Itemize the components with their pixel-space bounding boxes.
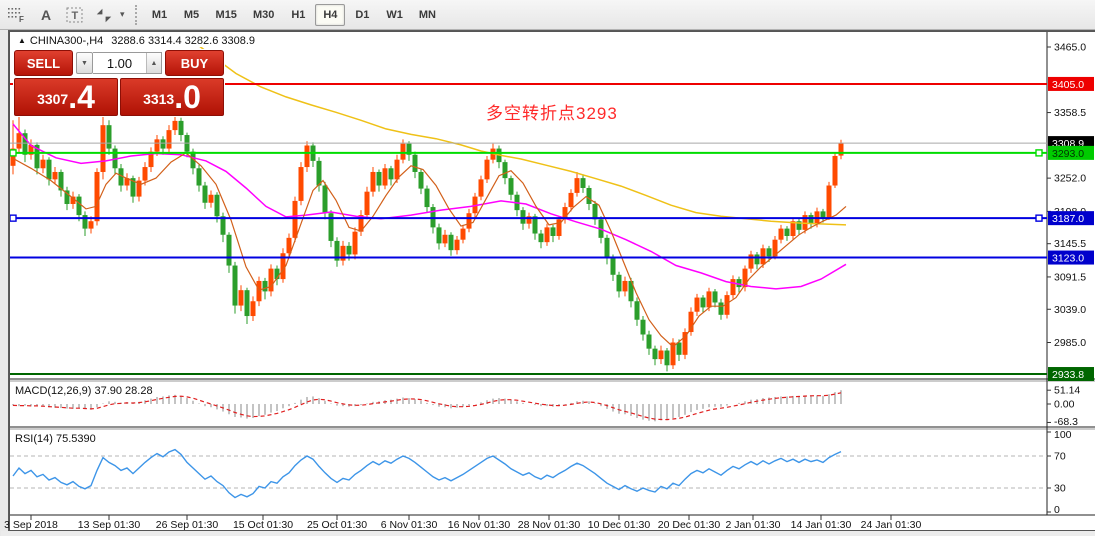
- svg-text:3091.5: 3091.5: [1054, 271, 1086, 283]
- symbol-ohlc: 3288.6 3314.4 3282.6 3308.9: [111, 35, 256, 47]
- svg-text:F: F: [19, 15, 24, 24]
- one-click-trade-panel: SELL ▼ 1.00 ▲ BUY 3307.4 3313.0: [13, 49, 225, 117]
- volume-stepper: ▼ 1.00 ▲: [73, 50, 165, 76]
- ask-price-box[interactable]: 3313.0: [120, 78, 224, 116]
- sell-button[interactable]: SELL: [14, 50, 73, 76]
- svg-text:-68.3: -68.3: [1054, 416, 1078, 428]
- bid-big: .4: [68, 79, 95, 115]
- svg-text:15 Oct 01:30: 15 Oct 01:30: [233, 519, 293, 531]
- ask-main: 3313: [143, 91, 175, 107]
- svg-text:14 Jan 01:30: 14 Jan 01:30: [791, 519, 852, 531]
- svg-text:3039.0: 3039.0: [1054, 304, 1086, 316]
- ma-slow-yellow: [185, 35, 847, 226]
- ma-fast-orange: [12, 152, 847, 348]
- bid-price-box[interactable]: 3307.4: [14, 78, 118, 116]
- objects-dropdown-icon[interactable]: ▾: [120, 9, 125, 19]
- symbol-name: CHINA300-,H4: [29, 35, 104, 47]
- label-a-icon[interactable]: A: [40, 6, 52, 23]
- svg-text:T: T: [72, 10, 79, 22]
- toolbar-grip[interactable]: [134, 4, 137, 25]
- svg-text:70: 70: [1054, 451, 1066, 463]
- svg-text:2 Jan 01:30: 2 Jan 01:30: [726, 519, 781, 531]
- svg-text:3187.0: 3187.0: [1052, 213, 1084, 225]
- tf-w1[interactable]: W1: [386, 8, 403, 21]
- svg-text:3465.0: 3465.0: [1054, 42, 1086, 54]
- svg-text:100: 100: [1054, 429, 1072, 441]
- svg-text:25 Oct 01:30: 25 Oct 01:30: [307, 519, 367, 531]
- tf-m30[interactable]: M30: [252, 8, 275, 21]
- toolbar: F A T ▾ M1 M5 M15 M30 H1 H4 D1 W1 MN: [0, 0, 1095, 30]
- svg-text:16 Nov 01:30: 16 Nov 01:30: [448, 519, 511, 531]
- tf-m15[interactable]: M15: [215, 8, 237, 21]
- panel-borders: [1, 31, 1095, 536]
- buy-button[interactable]: BUY: [165, 50, 224, 76]
- svg-text:0.00: 0.00: [1054, 399, 1075, 411]
- rsi-label: RSI(14) 75.5390: [15, 433, 96, 445]
- ask-big: .0: [174, 79, 201, 115]
- svg-text:6 Nov 01:30: 6 Nov 01:30: [381, 519, 438, 531]
- svg-text:3405.0: 3405.0: [1052, 79, 1084, 91]
- rsi-pane: 100 70 30 0: [10, 429, 1072, 516]
- svg-text:2985.0: 2985.0: [1054, 337, 1086, 349]
- tf-h1[interactable]: H1: [291, 8, 306, 21]
- svg-text:3145.5: 3145.5: [1054, 238, 1086, 250]
- svg-text:20 Dec 01:30: 20 Dec 01:30: [658, 519, 721, 531]
- volume-input[interactable]: 1.00 ▲: [93, 52, 162, 74]
- svg-text:3123.0: 3123.0: [1052, 253, 1084, 265]
- tf-mn[interactable]: MN: [418, 8, 436, 21]
- chart-window: 3465.03358.53252.03198.03145.53091.53039…: [1, 30, 1095, 536]
- svg-text:30: 30: [1054, 483, 1066, 495]
- text-box-icon[interactable]: T: [62, 3, 88, 27]
- tf-d1[interactable]: D1: [355, 8, 370, 21]
- ma-mid-magenta: [12, 123, 847, 290]
- objects-arrow-icon[interactable]: [91, 3, 117, 27]
- volume-decrease-icon[interactable]: ▼: [76, 52, 93, 74]
- macd-pane: 51.14 0.00 -68.3: [12, 385, 1080, 428]
- svg-text:51.14: 51.14: [1054, 385, 1080, 397]
- svg-text:3 Sep 2018: 3 Sep 2018: [4, 519, 58, 531]
- svg-text:26 Sep 01:30: 26 Sep 01:30: [156, 519, 219, 531]
- tf-h4[interactable]: H4: [315, 3, 346, 26]
- tf-m5[interactable]: M5: [183, 8, 200, 21]
- svg-text:0: 0: [1054, 504, 1060, 516]
- symbol-header[interactable]: ▲ CHINA300-,H4 3288.6 3314.4 3282.6 3308.9: [15, 35, 259, 47]
- svg-text:3358.5: 3358.5: [1054, 107, 1086, 119]
- svg-text:28 Nov 01:30: 28 Nov 01:30: [518, 519, 581, 531]
- time-axis: 3 Sep 2018 13 Sep 01:30 26 Sep 01:30 15 Oct…: [4, 515, 922, 531]
- svg-text:2933.8: 2933.8: [1052, 369, 1084, 381]
- svg-text:3293.0: 3293.0: [1052, 148, 1084, 160]
- svg-text:24 Jan 01:30: 24 Jan 01:30: [861, 519, 922, 531]
- volume-increase-icon[interactable]: ▲: [146, 53, 161, 73]
- collapse-arrow-icon[interactable]: ▲: [18, 36, 26, 45]
- chart-grid-f-icon[interactable]: F: [4, 3, 30, 27]
- main-pane: [10, 35, 847, 372]
- volume-value: 1.00: [106, 55, 133, 71]
- chart-annotation: 多空转折点3293: [486, 104, 618, 123]
- svg-text:10 Dec 01:30: 10 Dec 01:30: [588, 519, 651, 531]
- macd-label: MACD(12,26,9) 37.90 28.28: [15, 385, 153, 397]
- tf-m1[interactable]: M1: [151, 8, 168, 21]
- svg-text:3252.0: 3252.0: [1054, 173, 1086, 185]
- bid-main: 3307: [37, 91, 69, 107]
- svg-text:13 Sep 01:30: 13 Sep 01:30: [78, 519, 141, 531]
